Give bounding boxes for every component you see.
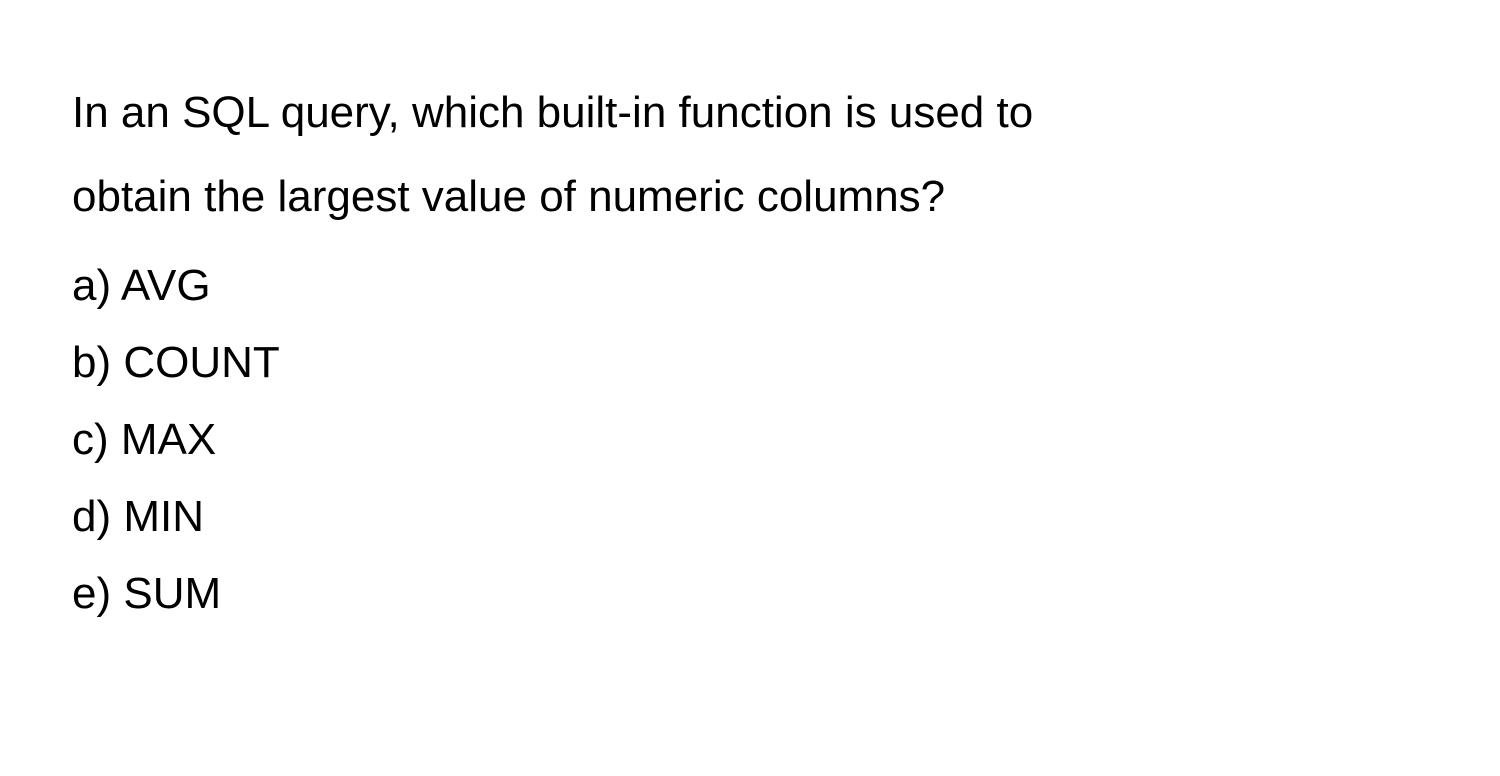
option-d: d) MIN bbox=[72, 478, 1428, 555]
option-b: b) COUNT bbox=[72, 324, 1428, 401]
option-text: MIN bbox=[123, 492, 204, 541]
option-c: c) MAX bbox=[72, 401, 1428, 478]
option-label: b) bbox=[72, 338, 111, 387]
option-text: AVG bbox=[121, 261, 211, 310]
question-line-1: In an SQL query, which built-in function… bbox=[72, 78, 1428, 148]
option-label: a) bbox=[72, 261, 111, 310]
option-text: COUNT bbox=[123, 338, 279, 387]
option-label: d) bbox=[72, 492, 111, 541]
option-text: SUM bbox=[123, 569, 221, 618]
option-text: MAX bbox=[121, 415, 216, 464]
option-label: c) bbox=[72, 415, 109, 464]
option-label: e) bbox=[72, 569, 111, 618]
question-line-2: obtain the largest value of numeric colu… bbox=[72, 162, 1428, 232]
option-a: a) AVG bbox=[72, 247, 1428, 324]
option-e: e) SUM bbox=[72, 555, 1428, 632]
